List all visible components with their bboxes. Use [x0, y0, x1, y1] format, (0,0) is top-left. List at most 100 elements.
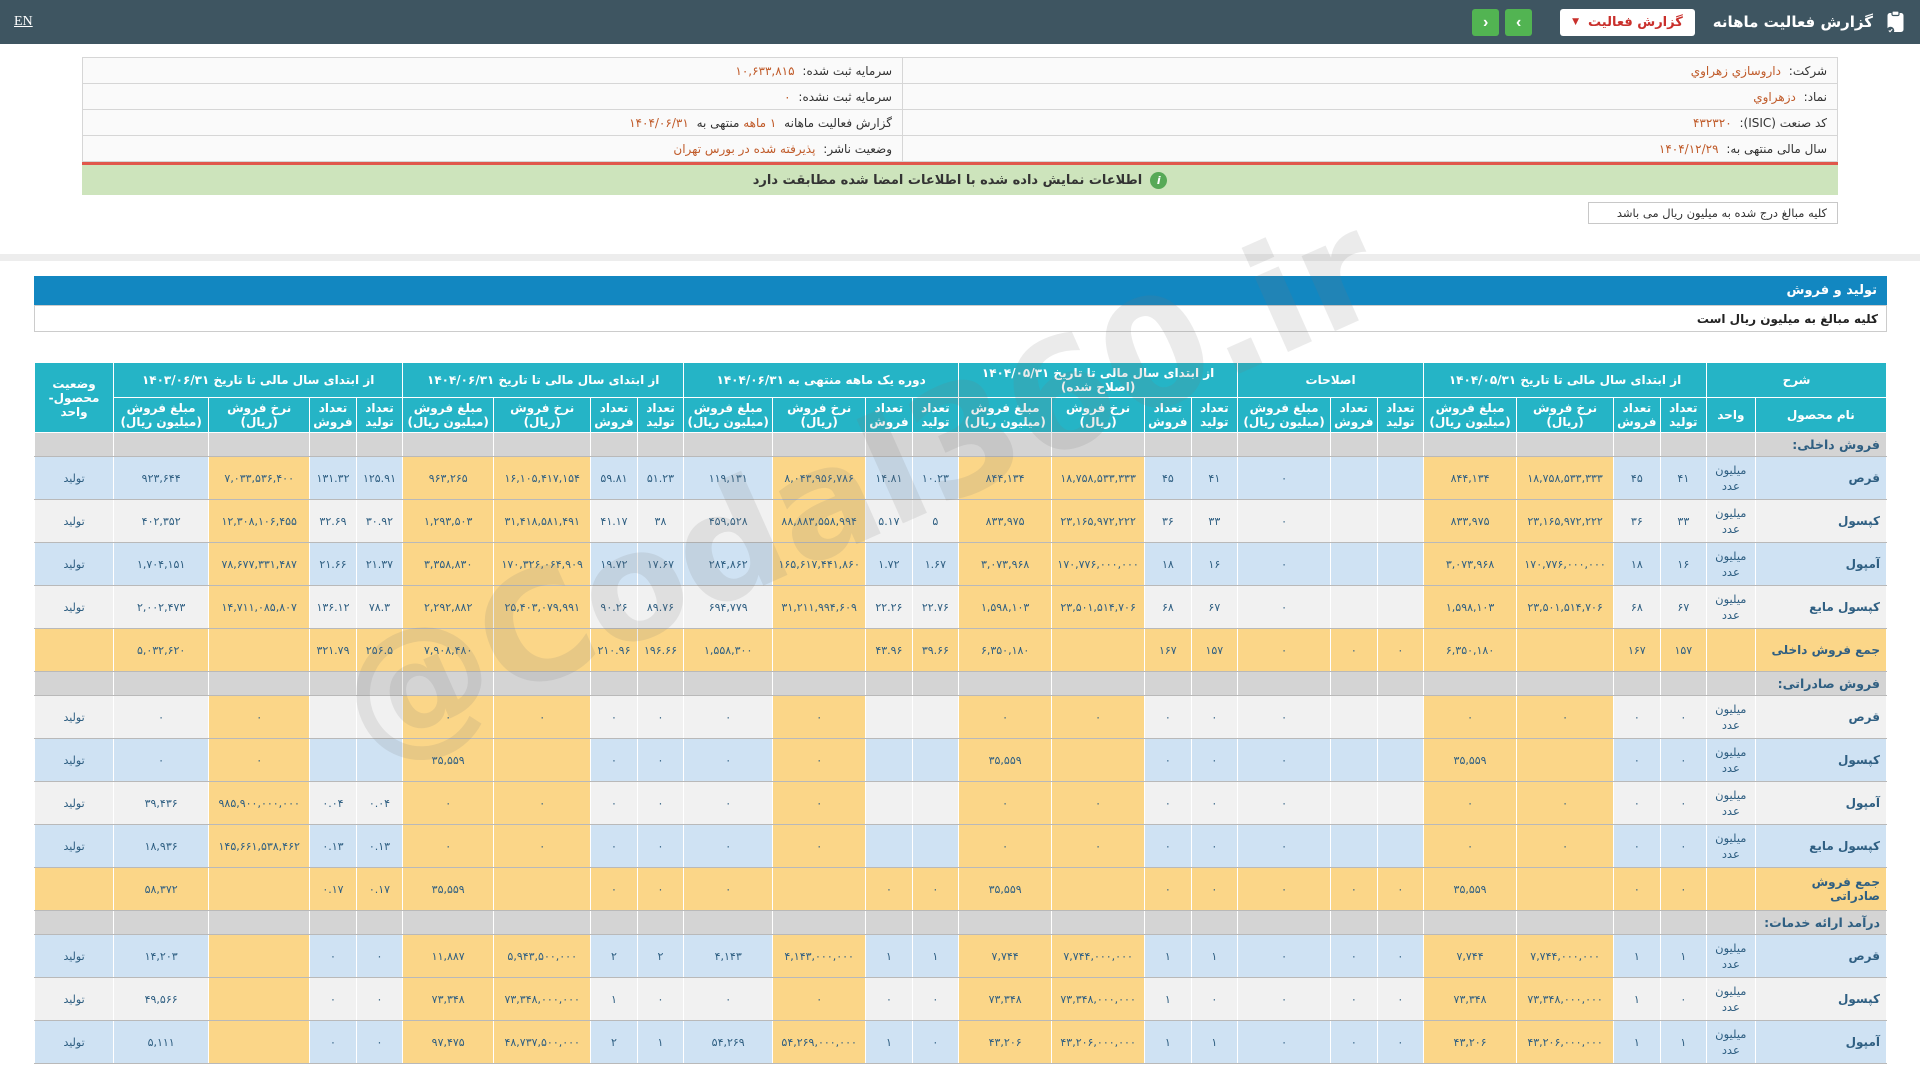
value-cell: ۰	[683, 977, 774, 1021]
signature-match-text: اطلاعات نمایش داده شده با اطلاعات امضا ش…	[752, 172, 1143, 188]
product-name-cell: جمع فروش داخلی	[1754, 628, 1888, 672]
fiscal-year-value: ۱۴۰۴/۱۲/۲۹	[1658, 141, 1719, 156]
value-cell: ۱۵۷	[1659, 628, 1708, 672]
status-cell: تولید	[33, 1020, 115, 1064]
status-cell	[33, 867, 115, 911]
value-cell: ۷۳,۳۴۸,۰۰۰,۰۰۰	[1051, 977, 1146, 1021]
empty-cell	[1051, 910, 1146, 935]
value-cell: ۱۹۶.۶۶	[636, 628, 685, 672]
value-cell: ۳۲.۶۹	[309, 499, 357, 543]
language-link[interactable]: EN	[14, 14, 33, 29]
value-cell: ۱۴۵,۶۶۱,۵۳۸,۴۶۲	[208, 824, 311, 868]
value-cell: ۰	[1144, 738, 1192, 782]
value-cell: ۴۳,۲۰۶	[958, 1020, 1053, 1064]
value-cell: ۰	[636, 695, 685, 739]
value-cell: ۰	[355, 1020, 404, 1064]
signature-match-banner: i اطلاعات نمایش داده شده با اطلاعات امضا…	[82, 162, 1838, 195]
unit-cell: میلیون عدد	[1706, 499, 1756, 543]
product-row: آمپول میلیون عدد ۱۶ ۱۸ ۱۷۰,۷۷۶,۰۰۰,۰۰۰ ۳,۰۷۳,…	[33, 542, 1888, 586]
status-cell: تولید	[33, 542, 115, 586]
value-cell: ۳,۰۷۳,۹۶۸	[1423, 542, 1518, 586]
info-row: کد صنعت (ISIC): ۴۳۲۳۲۰ گزارش فعالیت ماها…	[82, 109, 1838, 136]
value-cell: ۷۸.۳	[355, 585, 404, 629]
empty-cell	[33, 671, 115, 696]
value-cell	[1376, 695, 1425, 739]
value-cell: ۰	[1659, 695, 1708, 739]
value-cell: ۲۳,۱۶۵,۹۷۲,۲۲۲	[1516, 499, 1615, 543]
chevron-down-icon: ▼	[1572, 16, 1580, 27]
report-type-dropdown[interactable]: گزارش فعالیت ▼	[1560, 8, 1695, 36]
value-cell: ۰	[1330, 934, 1378, 978]
value-cell: ۰	[590, 781, 638, 825]
value-cell: ۱	[1190, 1020, 1239, 1064]
symbol-label: نماد:	[1803, 89, 1827, 104]
value-cell: ۰	[1237, 934, 1332, 978]
value-cell: ۰	[683, 867, 774, 911]
value-cell: ۳۰.۹۲	[355, 499, 404, 543]
empty-cell	[865, 671, 913, 696]
value-cell: ۰	[911, 867, 960, 911]
value-cell: ۰	[636, 824, 685, 868]
header-one-month-period: دوره یک ماهه منتهی به ۱۴۰۴/۰۶/۳۱	[683, 362, 960, 398]
status-cell: تولید	[33, 738, 115, 782]
value-cell: ۱	[1144, 934, 1192, 978]
header-produced-qty: تعداد تولید	[1376, 397, 1425, 433]
product-row: کپسول میلیون عدد ۳۳ ۳۶ ۲۳,۱۶۵,۹۷۲,۲۲۲ ۸۳۳,۹۷۵…	[33, 499, 1888, 543]
empty-cell	[33, 910, 115, 935]
empty-cell	[1144, 910, 1192, 935]
production-sales-section-bar: تولید و فروش	[34, 276, 1887, 305]
value-cell: ۲	[590, 934, 638, 978]
value-cell: ۱	[865, 934, 913, 978]
empty-cell	[1330, 671, 1378, 696]
unregistered-capital-value: ۰	[784, 89, 791, 104]
value-cell: ۰	[113, 695, 210, 739]
value-cell: ۲۵۶.۵	[355, 628, 404, 672]
value-cell: ۰	[772, 977, 867, 1021]
value-cell: ۰	[1376, 977, 1425, 1021]
value-cell: ۴۵	[1144, 456, 1192, 500]
info-icon: i	[1150, 171, 1168, 189]
value-cell: ۷,۷۴۴,۰۰۰,۰۰۰	[1516, 934, 1615, 978]
value-cell: ۱	[1144, 977, 1192, 1021]
empty-cell	[911, 671, 960, 696]
value-cell: ۱۷۰,۳۲۶,۰۶۴,۹۰۹	[493, 542, 592, 586]
value-cell	[1330, 695, 1378, 739]
value-cell: ۴۵۹,۵۲۸	[683, 499, 774, 543]
value-cell: ۷۳,۳۴۸,۰۰۰,۰۰۰	[1516, 977, 1615, 1021]
value-cell	[865, 824, 913, 868]
value-cell: ۴۳,۲۰۶,۰۰۰,۰۰۰	[1516, 1020, 1615, 1064]
prev-report-button[interactable]: ‹	[1472, 8, 1500, 36]
empty-cell	[590, 910, 638, 935]
value-cell: ۱	[636, 1020, 685, 1064]
value-cell: ۰	[865, 977, 913, 1021]
value-cell: ۱۶	[1659, 542, 1708, 586]
report-period: ۱ ماهه	[743, 115, 777, 130]
value-cell: ۰	[1376, 934, 1425, 978]
company-info-table: شرکت: داروسازي زهراوي سرمایه ثبت شده: ۱۰…	[82, 57, 1838, 162]
value-cell: ۰	[1423, 781, 1518, 825]
value-cell: ۷۳,۳۴۸	[958, 977, 1053, 1021]
product-name-cell: آمپول	[1754, 781, 1888, 825]
value-cell: ۱۸,۹۳۶	[113, 824, 210, 868]
isic-cell: کد صنعت (ISIC): ۴۳۲۳۲۰	[902, 109, 1838, 136]
value-cell: ۰	[1516, 824, 1615, 868]
value-cell: ۰	[1330, 1020, 1378, 1064]
value-cell	[1516, 738, 1615, 782]
status-cell: تولید	[33, 695, 115, 739]
value-cell: ۰	[1613, 695, 1661, 739]
value-cell	[1330, 824, 1378, 868]
value-cell: ۰	[1190, 738, 1239, 782]
value-cell	[1330, 456, 1378, 500]
value-cell: ۱۸,۷۵۸,۵۳۳,۳۳۳	[1051, 456, 1146, 500]
unit-cell: میلیون عدد	[1706, 695, 1756, 739]
next-report-button[interactable]: ›	[1505, 8, 1533, 36]
fiscal-year-cell: سال مالی منتهی به: ۱۴۰۴/۱۲/۲۹	[902, 135, 1838, 162]
value-cell	[1330, 738, 1378, 782]
product-name-cell: کپسول	[1754, 499, 1888, 543]
product-name-cell: کپسول مایع	[1754, 824, 1888, 868]
value-cell: ۰	[911, 977, 960, 1021]
empty-cell	[493, 671, 592, 696]
product-name-cell: قرص	[1754, 695, 1888, 739]
value-cell: ۱۸	[1613, 542, 1661, 586]
